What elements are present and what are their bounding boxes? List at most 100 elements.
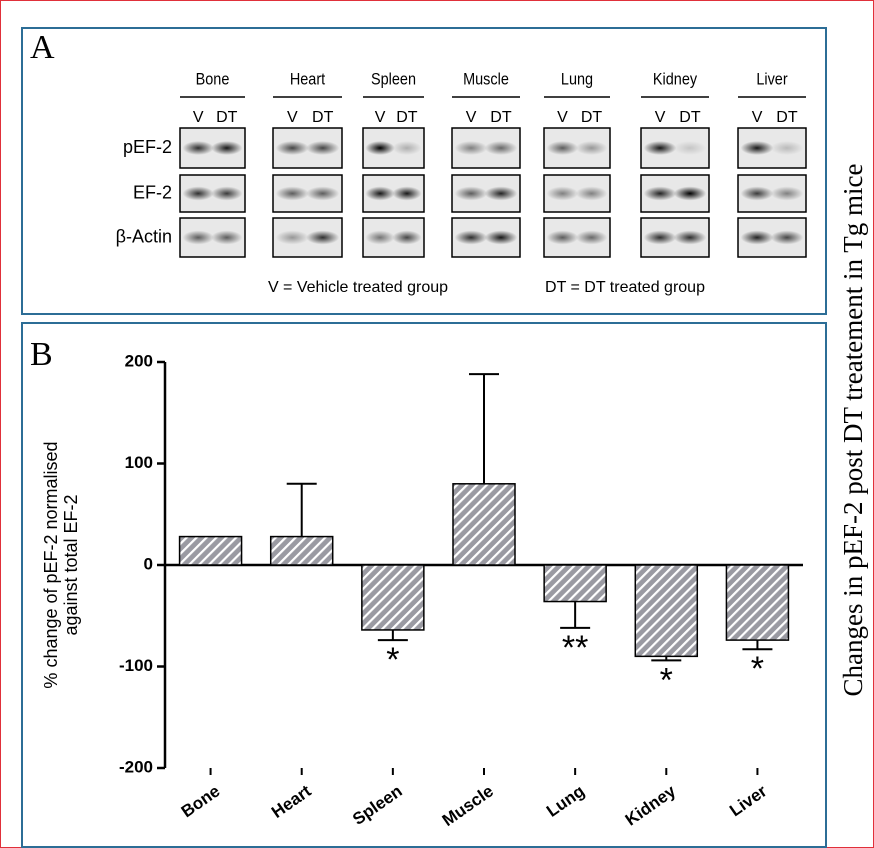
y-tick-label: 0 [144, 554, 153, 573]
tissue-label: Spleen [371, 70, 416, 88]
lane-label: DT [396, 109, 418, 126]
blot-band [211, 141, 242, 155]
error-bar [469, 374, 499, 484]
blot-band [392, 141, 421, 155]
panel-label: B [30, 336, 53, 373]
y-axis-label: against total EF-2 [61, 494, 81, 635]
lane-label: DT [312, 109, 334, 126]
blot-band [276, 231, 309, 245]
blot-band [306, 231, 339, 245]
blot-band [276, 141, 309, 155]
blot-band [211, 187, 242, 201]
lane-label: V [655, 109, 666, 126]
tissue-label: Bone [196, 70, 230, 88]
row-label: EF-2 [133, 182, 172, 202]
blot-band [392, 187, 421, 201]
x-tick-label: Spleen [349, 781, 406, 829]
x-tick-label: Lung [543, 781, 588, 820]
error-bar [560, 602, 590, 628]
bar [271, 537, 333, 565]
x-tick-label: Heart [268, 781, 315, 822]
blot-band [455, 141, 488, 155]
blot-band [644, 141, 677, 155]
lane-label: V [557, 109, 568, 126]
blot-band [455, 231, 488, 245]
lane-label: V [752, 109, 763, 126]
panel-label: A [30, 29, 55, 66]
blot-band [485, 231, 518, 245]
blot-band [547, 187, 579, 201]
lane-label: DT [490, 109, 512, 126]
blot-band [771, 141, 804, 155]
tissue-label: Liver [756, 70, 787, 88]
blot-band [276, 187, 309, 201]
blot-band [674, 141, 707, 155]
blot-band [674, 187, 707, 201]
error-bar [287, 484, 317, 537]
blot-band [485, 141, 518, 155]
blot-band [485, 187, 518, 201]
error-bar [378, 630, 408, 640]
blot-band [365, 141, 394, 155]
significance-label: ** [562, 629, 588, 667]
bar [635, 565, 697, 656]
lane-label: DT [581, 109, 603, 126]
blot-band [365, 231, 394, 245]
blot-band [455, 187, 488, 201]
blot-band [771, 231, 804, 245]
blot-band [547, 141, 579, 155]
tissue-label: Muscle [463, 70, 509, 88]
lane-label: V [466, 109, 477, 126]
y-tick-label: 100 [125, 453, 153, 472]
bar [180, 537, 242, 565]
blot-band [741, 231, 774, 245]
bar [453, 484, 515, 565]
legend-text: V = Vehicle treated group [268, 279, 448, 296]
blot-band [306, 187, 339, 201]
blot-band [392, 231, 421, 245]
blot-band [547, 231, 579, 245]
page: A B Changes in pEF-2 post DT treatement … [0, 0, 874, 848]
side-title: Changes in pEF-2 post DT treatement in T… [838, 164, 868, 697]
bar [544, 565, 606, 602]
blot-band [365, 187, 394, 201]
tissue-label: Kidney [653, 70, 697, 88]
blot-band [741, 187, 774, 201]
significance-label: * [386, 641, 399, 679]
blot-band [644, 187, 677, 201]
blot-band [183, 141, 214, 155]
blot-band [644, 231, 677, 245]
lane-label: DT [216, 109, 238, 126]
blot-band [741, 141, 774, 155]
lane-label: V [375, 109, 386, 126]
significance-label: * [660, 661, 673, 699]
bar [362, 565, 424, 630]
x-tick-label: Kidney [622, 781, 680, 829]
y-tick-label: 200 [125, 351, 153, 370]
blot-band [183, 187, 214, 201]
blot-band [183, 231, 214, 245]
x-tick-label: Liver [726, 781, 770, 820]
blot-band [211, 231, 242, 245]
y-axis-label: % change of pEF-2 normalised [41, 441, 61, 688]
y-tick-label: -200 [119, 757, 153, 776]
figure: A B Changes in pEF-2 post DT treatement … [0, 0, 874, 848]
x-tick-label: Bone [178, 781, 224, 821]
x-tick-label: Muscle [439, 781, 497, 830]
y-tick-label: -100 [119, 656, 153, 675]
tissue-label: Lung [561, 70, 593, 88]
blot-band [576, 187, 608, 201]
row-label: β-Actin [116, 226, 172, 246]
blot-band [576, 141, 608, 155]
lane-label: DT [679, 109, 701, 126]
lane-label: V [287, 109, 298, 126]
significance-label: * [751, 650, 764, 688]
tissue-label: Heart [290, 70, 326, 88]
error-bar [742, 640, 772, 649]
lane-label: DT [776, 109, 798, 126]
legend-text: DT = DT treated group [545, 279, 705, 296]
row-label: pEF-2 [123, 137, 172, 157]
blot-band [674, 231, 707, 245]
bar [726, 565, 788, 640]
blot-band [771, 187, 804, 201]
